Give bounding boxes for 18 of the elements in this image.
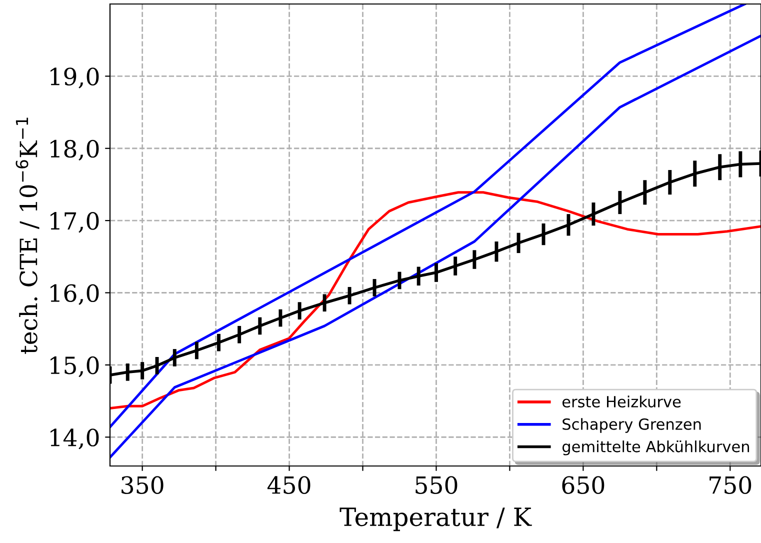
y-tick-label: 17,0	[50, 212, 99, 233]
x-tick-label: 350	[122, 476, 164, 494]
legend-label: erste Heizkurve	[562, 396, 681, 408]
y-axis-title: tech. CTE / 10$^{−6}$K$^{−1}$	[16, 118, 40, 354]
line-series	[110, 34, 761, 459]
x-tick-label: 750	[710, 476, 752, 494]
y-tick-label: 18,0	[50, 140, 99, 161]
x-tick-label: 450	[267, 476, 310, 494]
y-tick-label: 14,0	[50, 428, 99, 450]
legend-label: gemittelte Abkühlkurven	[562, 440, 750, 456]
y-tick-label: 19,0	[50, 68, 99, 88]
line-series	[110, 191, 761, 410]
x-tick-label: 550	[416, 476, 458, 494]
y-tick-label: 15,0	[50, 356, 99, 378]
x-tick-label: 650	[562, 476, 604, 494]
x-axis-title: Temperatur / K	[340, 508, 532, 532]
y-tick-label: 16,0	[50, 284, 99, 305]
legend-label: Schapery Grenzen	[562, 418, 701, 433]
